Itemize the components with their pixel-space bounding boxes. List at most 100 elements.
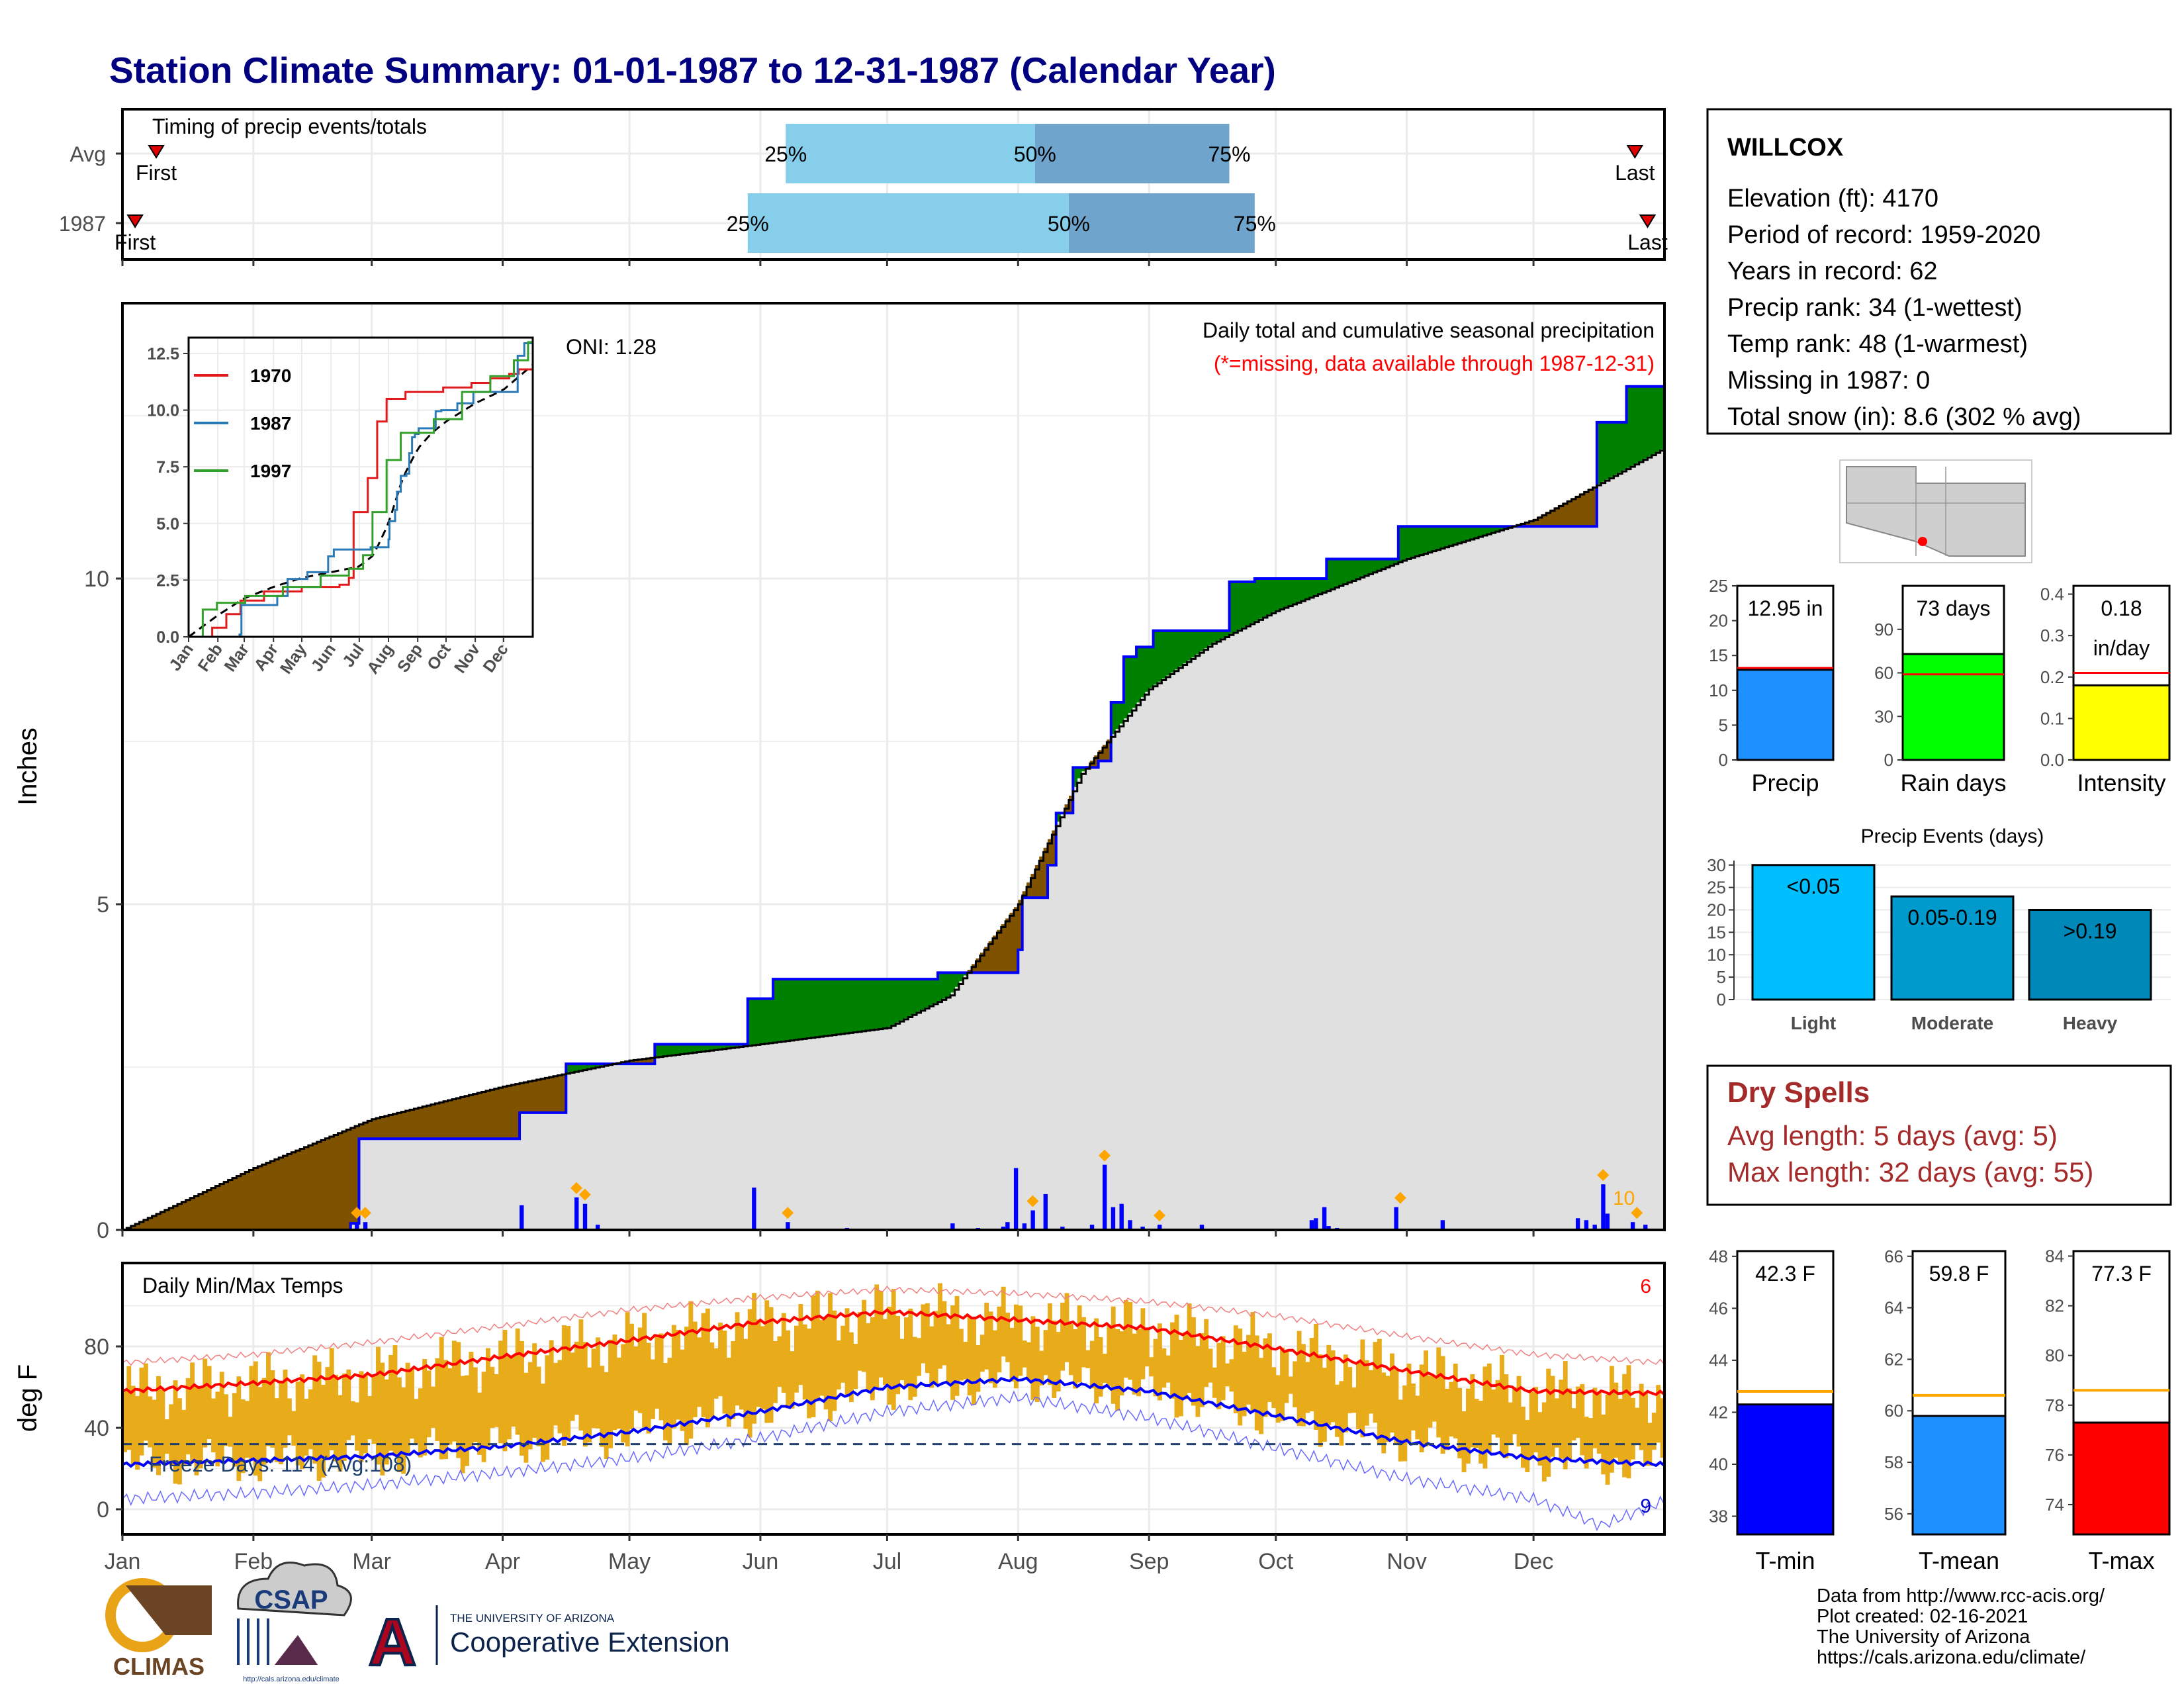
daily-temp-bar bbox=[545, 1355, 550, 1460]
daily-temp-bar bbox=[1174, 1315, 1179, 1418]
daily-temp-bar bbox=[1559, 1380, 1564, 1459]
daily-precip-marker bbox=[1597, 1169, 1610, 1182]
departure-fill bbox=[418, 1107, 423, 1139]
daily-temp-bar bbox=[697, 1337, 702, 1407]
departure-fill bbox=[1445, 526, 1450, 547]
departure-fill bbox=[371, 1118, 377, 1139]
departure-fill bbox=[257, 1165, 263, 1230]
daily-precip-bar bbox=[574, 1197, 579, 1230]
daily-temp-bar bbox=[1567, 1388, 1572, 1460]
last-event-label: Last bbox=[1615, 161, 1655, 185]
timing-row-label: 1987 bbox=[59, 212, 106, 236]
precip-event-bar-Heavy bbox=[2028, 909, 2152, 1001]
daily-temp-bar bbox=[1064, 1293, 1069, 1362]
daily-temp-bar bbox=[1453, 1363, 1458, 1438]
departure-fill bbox=[338, 1132, 343, 1230]
temp-bar-ytick-label: 58 bbox=[1884, 1452, 1903, 1472]
csap-logo: CSAP http://cals.arizona.edu/climate bbox=[237, 1562, 352, 1683]
departure-fill bbox=[1596, 422, 1602, 485]
daily-temp-bar bbox=[979, 1335, 985, 1372]
departure-fill bbox=[553, 1076, 559, 1113]
departure-fill bbox=[1056, 813, 1061, 822]
footer-line-created: Plot created: 02-16-2021 bbox=[1817, 1606, 2028, 1627]
summary-bar-ytick-label: 0.2 bbox=[2040, 667, 2064, 687]
departure-fill bbox=[498, 1087, 504, 1139]
inset-series-line-1997 bbox=[189, 338, 534, 638]
departure-fill bbox=[1102, 745, 1107, 761]
daily-temp-bar bbox=[646, 1342, 651, 1434]
daily-temp-bar bbox=[1541, 1402, 1547, 1482]
departure-fill bbox=[1144, 647, 1150, 692]
temp-ytick-label: 40 bbox=[84, 1416, 109, 1441]
daily-temp-bar bbox=[1297, 1331, 1302, 1427]
temp-bar-label: T-mean bbox=[1919, 1547, 1999, 1574]
daily-temp-bar bbox=[515, 1328, 520, 1435]
precip-panel: 0 5 10 Inches Daily total and cumulative sea… bbox=[13, 302, 1666, 1243]
departure-fill bbox=[1225, 630, 1230, 636]
daily-temp-bar bbox=[1018, 1305, 1023, 1376]
departure-fill bbox=[1170, 630, 1175, 673]
departure-fill bbox=[642, 1058, 647, 1064]
departure-fill bbox=[1022, 891, 1027, 898]
daily-temp-bar bbox=[1048, 1303, 1052, 1385]
summary-bar-value: 0.18 bbox=[2101, 596, 2142, 620]
departure-fill bbox=[1588, 489, 1594, 527]
departure-fill bbox=[993, 935, 997, 973]
temp-bar-ytick-label: 40 bbox=[1709, 1454, 1728, 1474]
daily-temp-bar bbox=[312, 1355, 318, 1464]
daily-temp-bar bbox=[439, 1336, 444, 1460]
summary-bar-value-unit: in/day bbox=[2093, 636, 2150, 660]
departure-fill bbox=[663, 1044, 668, 1056]
precip-events-ytick-label: 10 bbox=[1707, 945, 1726, 964]
precip-events-ytick-label: 25 bbox=[1707, 878, 1726, 898]
departure-fill bbox=[1275, 579, 1281, 610]
departure-fill bbox=[1077, 767, 1082, 778]
daily-temp-bar bbox=[396, 1377, 402, 1472]
daily-temp-bar bbox=[848, 1332, 854, 1403]
station-info-line: Period of record: 1959-2020 bbox=[1727, 221, 2040, 249]
daily-temp-bar bbox=[600, 1366, 605, 1447]
daily-temp-bar bbox=[1073, 1329, 1078, 1389]
daily-temp-bar bbox=[1165, 1355, 1171, 1383]
departure-fill bbox=[1250, 581, 1255, 624]
departure-fill bbox=[1326, 559, 1332, 590]
departure-fill bbox=[794, 979, 799, 1040]
departure-fill bbox=[1288, 579, 1293, 606]
daily-precip-bar bbox=[1001, 1227, 1006, 1230]
daily-temp-bar bbox=[1610, 1366, 1614, 1473]
daily-temp-bar bbox=[1275, 1375, 1281, 1423]
daily-temp-bar bbox=[511, 1355, 516, 1427]
daily-temp-bar bbox=[595, 1337, 600, 1429]
departure-fill bbox=[1550, 509, 1555, 527]
daily-temp-bar bbox=[870, 1317, 875, 1401]
departure-fill bbox=[705, 1044, 710, 1051]
departure-fill bbox=[291, 1151, 296, 1230]
daily-temp-bar bbox=[1030, 1316, 1036, 1400]
daily-precip-bar bbox=[1394, 1207, 1398, 1230]
departure-fill bbox=[786, 979, 791, 1041]
departure-fill bbox=[1048, 839, 1052, 865]
temp-bar-value: 59.8 F bbox=[1929, 1262, 1989, 1286]
summary-bar-ytick-label: 5 bbox=[1719, 715, 1728, 735]
first-event-marker bbox=[126, 214, 144, 228]
daily-temp-bar bbox=[1081, 1317, 1086, 1368]
departure-fill bbox=[355, 1125, 360, 1224]
daily-temp-bar bbox=[642, 1313, 647, 1430]
departure-fill bbox=[756, 998, 761, 1045]
departure-fill bbox=[1356, 559, 1361, 579]
daily-temp-bar bbox=[143, 1363, 148, 1441]
precip-event-category: Heavy bbox=[2063, 1013, 2118, 1033]
daily-temp-bar bbox=[1373, 1342, 1378, 1423]
record-min-line bbox=[122, 1390, 1665, 1532]
daily-temp-bar bbox=[1580, 1383, 1585, 1456]
daily-temp-bar bbox=[1309, 1338, 1314, 1412]
daily-temp-bar bbox=[460, 1376, 465, 1474]
daily-temp-bar bbox=[637, 1327, 643, 1413]
daily-temp-bar bbox=[1660, 1398, 1665, 1458]
daily-temp-bar bbox=[1183, 1332, 1188, 1399]
daily-temp-bar bbox=[1161, 1348, 1167, 1388]
footer-line-url: https://cals.arizona.edu/climate/ bbox=[1817, 1647, 2086, 1668]
departure-fill bbox=[1546, 512, 1551, 527]
summary-bar-ytick-label: 0.4 bbox=[2040, 585, 2064, 604]
station-info-line: Total snow (in): 8.6 (302 % avg) bbox=[1727, 403, 2081, 431]
